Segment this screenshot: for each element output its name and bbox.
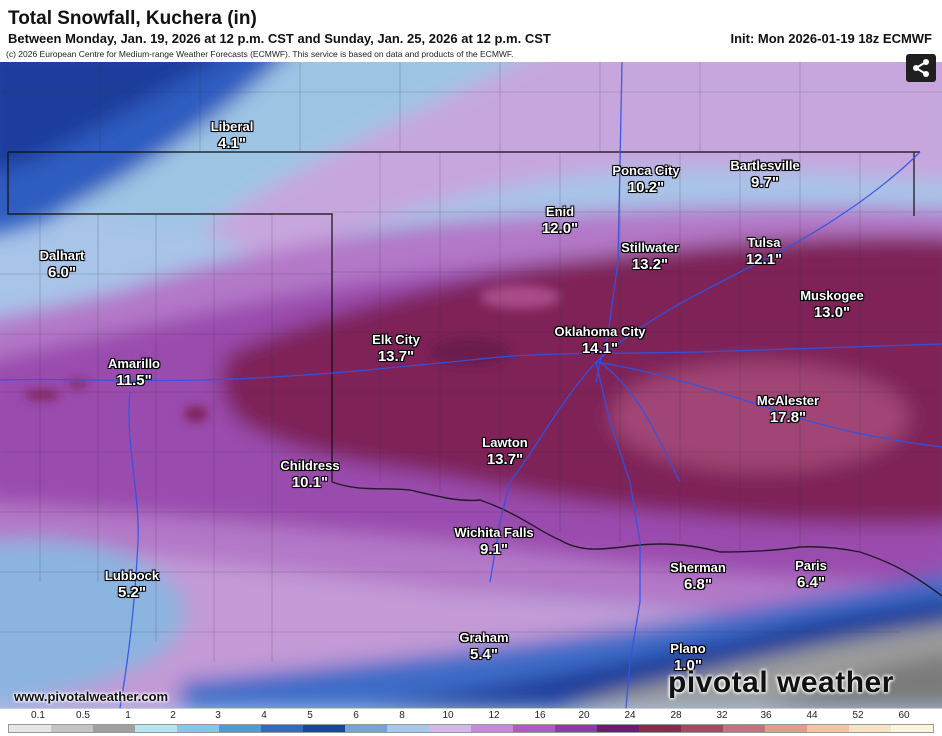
legend-swatch [639, 725, 681, 732]
legend-swatch [51, 725, 93, 732]
city-lawton: Lawton 13.7" [482, 435, 528, 468]
legend-swatch [891, 725, 933, 732]
legend-swatch [555, 725, 597, 732]
copyright-notice: (c) 2026 European Centre for Medium-rang… [4, 49, 516, 59]
legend-label: 12 [488, 710, 500, 721]
city-childress: Childress 10.1" [280, 458, 340, 491]
legend-label: 28 [670, 710, 682, 721]
city-paris: Paris 6.4" [795, 558, 827, 591]
city-sherman: Sherman 6.8" [670, 560, 726, 593]
legend-label: 36 [760, 710, 772, 721]
legend-swatch [135, 725, 177, 732]
legend-label: 0.5 [76, 710, 90, 721]
legend-swatch [429, 725, 471, 732]
color-legend: 0.1 0.5 1 2 3 4 5 6 8 10 12 16 20 24 28 32 36 44 52 60 [0, 708, 942, 736]
city-lubbock: Lubbock 5.2" [104, 568, 160, 601]
legend-swatch [765, 725, 807, 732]
legend-swatch [387, 725, 429, 732]
legend-swatch [219, 725, 261, 732]
legend-swatch [681, 725, 723, 732]
map-valid-period: Between Monday, Jan. 19, 2026 at 12 p.m.… [8, 31, 551, 46]
legend-swatch [303, 725, 345, 732]
legend-labels: 0.1 0.5 1 2 3 4 5 6 8 10 12 16 20 24 28 32 36 44 52 60 [0, 710, 942, 723]
legend-label: 44 [806, 710, 818, 721]
legend-label: 0.1 [31, 710, 45, 721]
legend-swatch [471, 725, 513, 732]
share-button[interactable] [906, 54, 936, 82]
legend-label: 2 [170, 710, 176, 721]
legend-swatch [807, 725, 849, 732]
legend-swatch [177, 725, 219, 732]
legend-label: 24 [624, 710, 636, 721]
legend-label: 3 [215, 710, 221, 721]
legend-label: 52 [852, 710, 864, 721]
legend-swatch [345, 725, 387, 732]
legend-label: 4 [261, 710, 267, 721]
legend-swatch [597, 725, 639, 732]
city-amarillo: Amarillo 11.5" [107, 356, 160, 389]
legend-swatch [9, 725, 51, 732]
legend-label: 32 [716, 710, 728, 721]
snowfall-map-canvas [0, 62, 942, 708]
city-dalhart: Dalhart 6.0" [39, 248, 85, 281]
snowfall-map[interactable]: Liberal 4.1" Ponca City 10.2" Bartlesvil… [0, 62, 942, 708]
city-stillwater: Stillwater 13.2" [621, 240, 679, 273]
map-title: Total Snowfall, Kuchera (in) [8, 8, 257, 29]
city-liberal: Liberal 4.1" [210, 119, 254, 152]
legend-label: 5 [307, 710, 313, 721]
city-oklahoma-city: Oklahoma City 14.1" [554, 324, 646, 357]
city-muskogee: Muskogee 13.0" [800, 288, 864, 321]
city-mcalester: McAlester 17.8" [756, 393, 820, 426]
legend-swatch [849, 725, 891, 732]
legend-swatch [93, 725, 135, 732]
legend-label: 16 [534, 710, 546, 721]
share-icon [913, 59, 929, 77]
city-wichita-falls: Wichita Falls 9.1" [454, 525, 534, 558]
legend-label: 10 [442, 710, 454, 721]
model-init-time: Init: Mon 2026-01-19 18z ECMWF [730, 31, 932, 46]
legend-label: 60 [898, 710, 910, 721]
legend-colorbar [8, 724, 934, 733]
city-enid: Enid 12.0" [541, 204, 579, 237]
legend-swatch [723, 725, 765, 732]
legend-label: 8 [399, 710, 405, 721]
city-bartlesville: Bartlesville 9.7" [730, 158, 800, 191]
city-elk-city: Elk City 13.7" [372, 332, 420, 365]
city-graham: Graham 5.4" [459, 630, 509, 663]
city-tulsa: Tulsa 12.1" [745, 235, 783, 268]
legend-label: 1 [125, 710, 131, 721]
legend-swatch [513, 725, 555, 732]
pivotal-weather-logo: pivotal weather [668, 666, 894, 699]
city-ponca-city: Ponca City 10.2" [612, 163, 680, 196]
legend-swatch [261, 725, 303, 732]
city-plano: Plano 1.0" [670, 641, 706, 674]
legend-label: 6 [353, 710, 359, 721]
website-url[interactable]: www.pivotalweather.com [14, 689, 169, 704]
legend-label: 20 [578, 710, 590, 721]
